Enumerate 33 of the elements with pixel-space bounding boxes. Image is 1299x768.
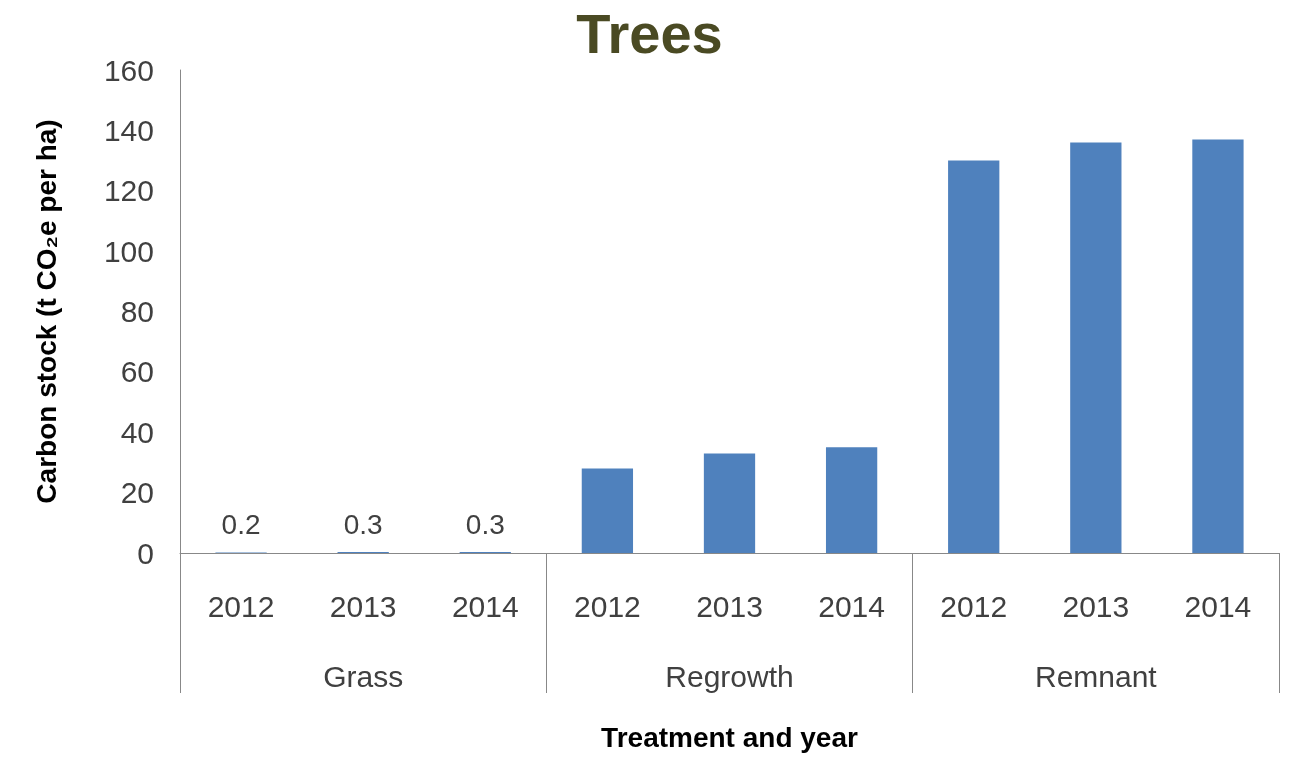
y-axis-title: Carbon stock (t CO₂e per ha) <box>30 119 62 504</box>
x-tick-label: 2012 <box>207 589 275 623</box>
bar <box>825 447 878 553</box>
y-tick-label: 20 <box>120 476 154 510</box>
text: Remnant <box>1034 659 1158 693</box>
x-tick-label: 2012 <box>940 589 1008 623</box>
y-tick-label: 160 <box>103 53 154 87</box>
chart-title: Trees <box>576 1 723 65</box>
data-label: 0.3 <box>343 508 383 540</box>
text: Regrowth <box>665 659 794 693</box>
x-tick-label: 2014 <box>451 589 519 623</box>
x-tick-label: 2013 <box>329 589 397 623</box>
bar <box>703 453 756 553</box>
y-tick-label: 40 <box>120 415 154 449</box>
bar <box>948 160 1000 553</box>
x-axis-title: Treatment and year <box>601 721 858 753</box>
bar <box>1070 142 1122 553</box>
y-tick-label: 140 <box>103 113 154 147</box>
x-tick-label: 2013 <box>696 589 763 623</box>
data-label: 0.2 <box>221 508 261 540</box>
text: Grass <box>323 659 404 693</box>
y-tick-label: 120 <box>103 174 154 208</box>
x-tick-label: 2013 <box>1062 589 1130 623</box>
y-tick-label: 100 <box>103 234 154 268</box>
x-tick-label: 2012 <box>574 589 641 623</box>
y-tick-label: 0 <box>137 536 154 570</box>
x-tick-label: 2014 <box>818 589 885 623</box>
y-tick-label: 60 <box>120 355 154 389</box>
data-label: 0.3 <box>465 508 505 540</box>
bar <box>581 468 634 553</box>
y-tick-label: 80 <box>120 295 154 328</box>
x-tick-label: 2014 <box>1184 589 1252 623</box>
bar <box>1192 139 1244 553</box>
